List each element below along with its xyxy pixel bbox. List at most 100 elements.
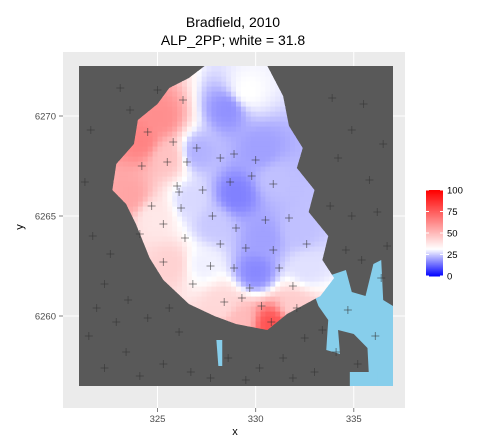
surface-tile xyxy=(226,191,232,197)
surface-tile xyxy=(162,111,168,117)
surface-tile xyxy=(299,271,306,277)
surface-tile xyxy=(206,231,213,237)
surface-tile xyxy=(236,211,242,217)
surface-tile xyxy=(206,286,213,292)
surface-tile xyxy=(177,246,183,252)
surface-tile xyxy=(167,216,173,222)
surface-tile xyxy=(226,196,232,202)
surface-tile xyxy=(196,221,203,227)
surface-tile xyxy=(147,206,154,212)
surface-tile xyxy=(177,206,183,212)
surface-tile xyxy=(142,141,149,147)
surface-tile xyxy=(186,176,193,182)
surface-tile xyxy=(250,86,257,92)
surface-tile xyxy=(275,176,281,182)
colorbar-step xyxy=(426,221,443,224)
surface-tile xyxy=(157,251,164,257)
surface-tile xyxy=(221,101,227,107)
surface-tile xyxy=(294,161,301,167)
booth-marker xyxy=(169,138,178,146)
surface-tile xyxy=(167,116,173,122)
surface-tile xyxy=(250,291,257,297)
surface-tile xyxy=(177,141,183,147)
booth-marker xyxy=(371,332,380,340)
surface-tile xyxy=(314,231,321,237)
surface-tile xyxy=(167,186,173,192)
surface-tile xyxy=(221,166,227,172)
surface-tile xyxy=(142,121,149,127)
booth-marker xyxy=(230,150,239,158)
surface-tile xyxy=(250,171,257,177)
surface-tile xyxy=(167,86,173,92)
surface-tile xyxy=(245,101,252,107)
surface-tile xyxy=(147,246,154,252)
surface-tile xyxy=(265,246,271,252)
colorbar-step xyxy=(426,229,443,231)
surface-tile xyxy=(132,196,139,202)
surface-tile xyxy=(245,121,252,127)
surface-tile xyxy=(137,176,144,182)
surface-tile xyxy=(196,101,203,107)
surface-tile xyxy=(280,126,286,132)
surface-tile xyxy=(285,141,291,147)
surface-tile xyxy=(191,181,198,187)
surface-tile xyxy=(240,256,247,262)
surface-tile xyxy=(162,181,168,187)
surface-tile xyxy=(216,101,222,107)
surface-tile xyxy=(260,301,267,307)
surface-tile xyxy=(196,91,203,97)
surface-tile xyxy=(285,271,291,277)
colorbar-step xyxy=(426,210,443,212)
colorbar-step xyxy=(426,270,443,273)
surface-tile xyxy=(299,286,306,292)
surface-tile xyxy=(275,131,281,137)
surface-tile xyxy=(216,156,222,162)
surface-tile xyxy=(270,306,276,312)
surface-tile xyxy=(206,91,213,97)
surface-tile xyxy=(260,136,267,142)
surface-tile xyxy=(128,206,134,212)
surface-tile xyxy=(132,181,139,187)
surface-tile xyxy=(162,116,168,122)
surface-tile xyxy=(231,271,237,277)
booth-marker xyxy=(328,94,337,102)
surface-tile xyxy=(177,101,183,107)
surface-tile xyxy=(177,106,183,112)
surface-tile xyxy=(255,181,262,187)
surface-tile xyxy=(182,121,188,127)
surface-tile xyxy=(196,141,203,147)
colorbar-tick-label: 100 xyxy=(447,186,463,197)
surface-tile xyxy=(275,111,281,117)
surface-tile xyxy=(294,146,301,152)
surface-tile xyxy=(240,276,247,282)
surface-tile xyxy=(216,71,222,77)
surface-tile xyxy=(226,106,232,112)
colorbar-step xyxy=(426,241,443,243)
surface-tile xyxy=(132,186,139,192)
surface-tile xyxy=(270,241,276,247)
surface-tile xyxy=(157,216,164,222)
surface-tile xyxy=(285,241,291,247)
surface-tile xyxy=(255,186,262,192)
surface-tile xyxy=(123,151,129,157)
surface-tile xyxy=(201,201,208,207)
surface-tile xyxy=(167,171,173,177)
surface-tile xyxy=(172,231,178,237)
surface-tile xyxy=(162,121,168,127)
surface-tile xyxy=(255,326,262,330)
surface-tile xyxy=(206,301,213,307)
colorbar-tick-label: 0 xyxy=(447,272,452,283)
surface-tile xyxy=(270,201,276,207)
surface-tile xyxy=(221,291,227,297)
surface-tile xyxy=(240,201,247,207)
surface-tile xyxy=(152,206,159,212)
surface-tile xyxy=(216,256,222,262)
surface-tile xyxy=(289,196,296,202)
surface-tile xyxy=(255,201,262,207)
surface-tile xyxy=(216,116,222,122)
surface-tile xyxy=(236,151,242,157)
surface-tile xyxy=(177,121,183,127)
surface-tile xyxy=(250,186,257,192)
surface-tile xyxy=(275,91,281,97)
colorbar-step xyxy=(426,238,443,240)
